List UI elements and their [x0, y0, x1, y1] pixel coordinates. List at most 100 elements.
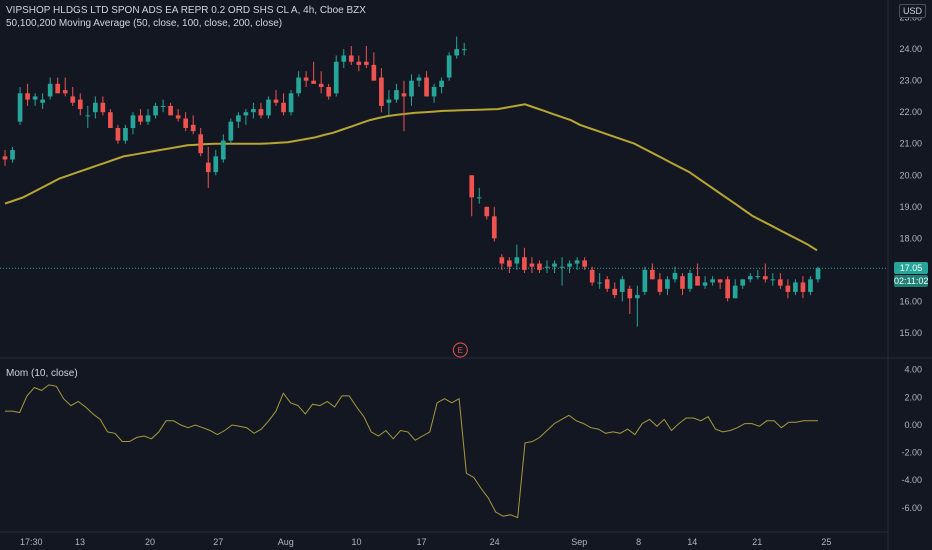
time-tick-label: 10: [351, 537, 361, 547]
candle: [205, 146, 211, 188]
earnings-marker-label: E: [458, 346, 463, 355]
candle: [461, 42, 467, 56]
candle-body: [762, 276, 768, 280]
candle: [634, 285, 640, 327]
candle: [386, 90, 392, 116]
candle-body: [175, 115, 181, 119]
candle: [32, 93, 38, 106]
candle-body: [552, 263, 557, 267]
candle: [808, 276, 813, 296]
candle: [183, 112, 189, 132]
candle: [25, 83, 30, 106]
candle: [559, 257, 565, 286]
candle-body: [800, 282, 806, 292]
candle: [311, 61, 316, 84]
candle: [507, 257, 512, 274]
momentum-tick-label: -4.00: [901, 475, 922, 485]
candle-body: [47, 83, 53, 97]
candle: [612, 282, 618, 299]
candle: [348, 45, 354, 65]
candle: [815, 266, 821, 283]
time-axis[interactable]: 17:30 13 20 27 Aug 10 17 24 Sep 8 14 21 25: [20, 537, 831, 547]
candle-body: [815, 268, 821, 280]
candle: [793, 279, 798, 296]
candle-body: [205, 162, 211, 173]
candle: [431, 83, 437, 103]
candle: [281, 93, 286, 116]
candle: [145, 109, 151, 125]
candle: [740, 279, 746, 289]
price-tick-label: 16.00: [899, 296, 922, 306]
momentum-tick-label: 2.00: [904, 392, 922, 402]
candle-body: [537, 263, 542, 270]
earnings-marker[interactable]: E: [452, 342, 468, 358]
candle-body: [258, 109, 264, 116]
currency-label[interactable]: USD: [898, 4, 926, 18]
candle-body: [619, 279, 625, 292]
momentum-line: [5, 384, 818, 519]
time-tick-label: 17: [416, 537, 426, 547]
candle: [138, 109, 143, 125]
candle-body: [484, 206, 490, 217]
candle-body: [680, 276, 685, 289]
candle-body: [476, 197, 482, 199]
candle-body: [40, 99, 45, 103]
candle-body: [567, 263, 572, 267]
candle-body: [153, 105, 158, 116]
candle-body: [288, 93, 294, 113]
candle-body: [17, 93, 23, 122]
candle: [47, 77, 53, 100]
price-axis[interactable]: 15.0016.0017.0018.0019.0020.0021.0022.00…: [899, 13, 922, 338]
candle: [115, 124, 121, 144]
momentum-tick-label: -2.00: [901, 448, 922, 458]
candle: [785, 279, 791, 299]
candle-body: [100, 102, 106, 113]
candle-body: [356, 61, 362, 65]
candle: [424, 71, 429, 97]
price-tick-label: 24.00: [899, 44, 922, 54]
candle: [175, 109, 181, 122]
momentum-tick-label: 0.00: [904, 420, 922, 430]
candle-body: [582, 260, 587, 267]
candle-body: [793, 282, 798, 292]
candle: [100, 96, 106, 116]
moving-average-layer: [0, 103, 888, 269]
candle-body: [228, 121, 234, 141]
candle-body: [138, 115, 143, 122]
candle-body: [612, 288, 618, 296]
time-tick-label: 8: [636, 537, 641, 547]
candle-body: [115, 127, 121, 141]
time-tick-label: 27: [213, 537, 223, 547]
price-tick-label: 15.00: [899, 328, 922, 338]
momentum-axis[interactable]: -6.00 -4.00 -2.00 0.00 2.00 4.00: [901, 365, 922, 513]
moving-average-line: [4, 103, 818, 252]
candle: [800, 276, 806, 299]
price-tick-label: 22.00: [899, 107, 922, 117]
momentum-tick-label: 4.00: [904, 365, 922, 375]
candle-body: [657, 279, 663, 292]
candle-body: [507, 260, 512, 267]
candle: [363, 45, 369, 69]
candle-body: [634, 295, 640, 299]
candle: [108, 109, 113, 128]
moving-average-legend[interactable]: 50,100,200 Moving Average (50, close, 10…: [6, 18, 283, 29]
candle: [409, 74, 414, 106]
momentum-legend[interactable]: Mom (10, close): [6, 368, 78, 379]
candle-body: [296, 77, 301, 94]
candle-body: [687, 273, 693, 289]
candle-body: [454, 49, 460, 56]
candle-body: [213, 156, 219, 173]
candle: [296, 71, 301, 97]
candle-body: [401, 93, 407, 97]
candle-body: [198, 134, 204, 154]
candle: [589, 266, 595, 286]
candle-body: [431, 86, 437, 97]
candle: [77, 93, 83, 116]
candle-body: [311, 80, 316, 84]
candle-body: [341, 55, 347, 62]
candle: [258, 102, 264, 119]
candle: [10, 146, 15, 163]
candle-body: [446, 55, 452, 78]
candle: [725, 276, 731, 302]
